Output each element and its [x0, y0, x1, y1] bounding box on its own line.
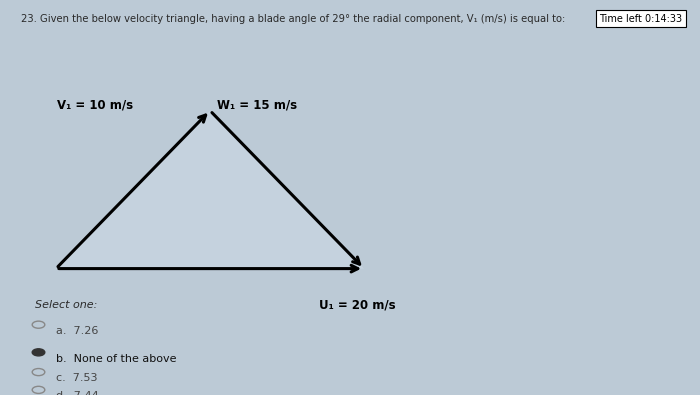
Polygon shape [56, 111, 364, 269]
Text: a.  7.26: a. 7.26 [56, 326, 99, 336]
Text: V₁ = 10 m/s: V₁ = 10 m/s [57, 98, 133, 111]
Text: d.  7.44: d. 7.44 [56, 391, 99, 395]
Text: 23. Given the below velocity triangle, having a blade angle of 29° the radial co: 23. Given the below velocity triangle, h… [21, 14, 566, 24]
Text: U₁ = 20 m/s: U₁ = 20 m/s [318, 298, 395, 311]
Circle shape [32, 349, 45, 356]
Text: W₁ = 15 m/s: W₁ = 15 m/s [217, 98, 297, 111]
Text: Time left 0:14:33: Time left 0:14:33 [599, 14, 682, 24]
Text: Select one:: Select one: [35, 300, 97, 310]
Text: c.  7.53: c. 7.53 [56, 373, 97, 383]
Text: b.  None of the above: b. None of the above [56, 354, 176, 363]
